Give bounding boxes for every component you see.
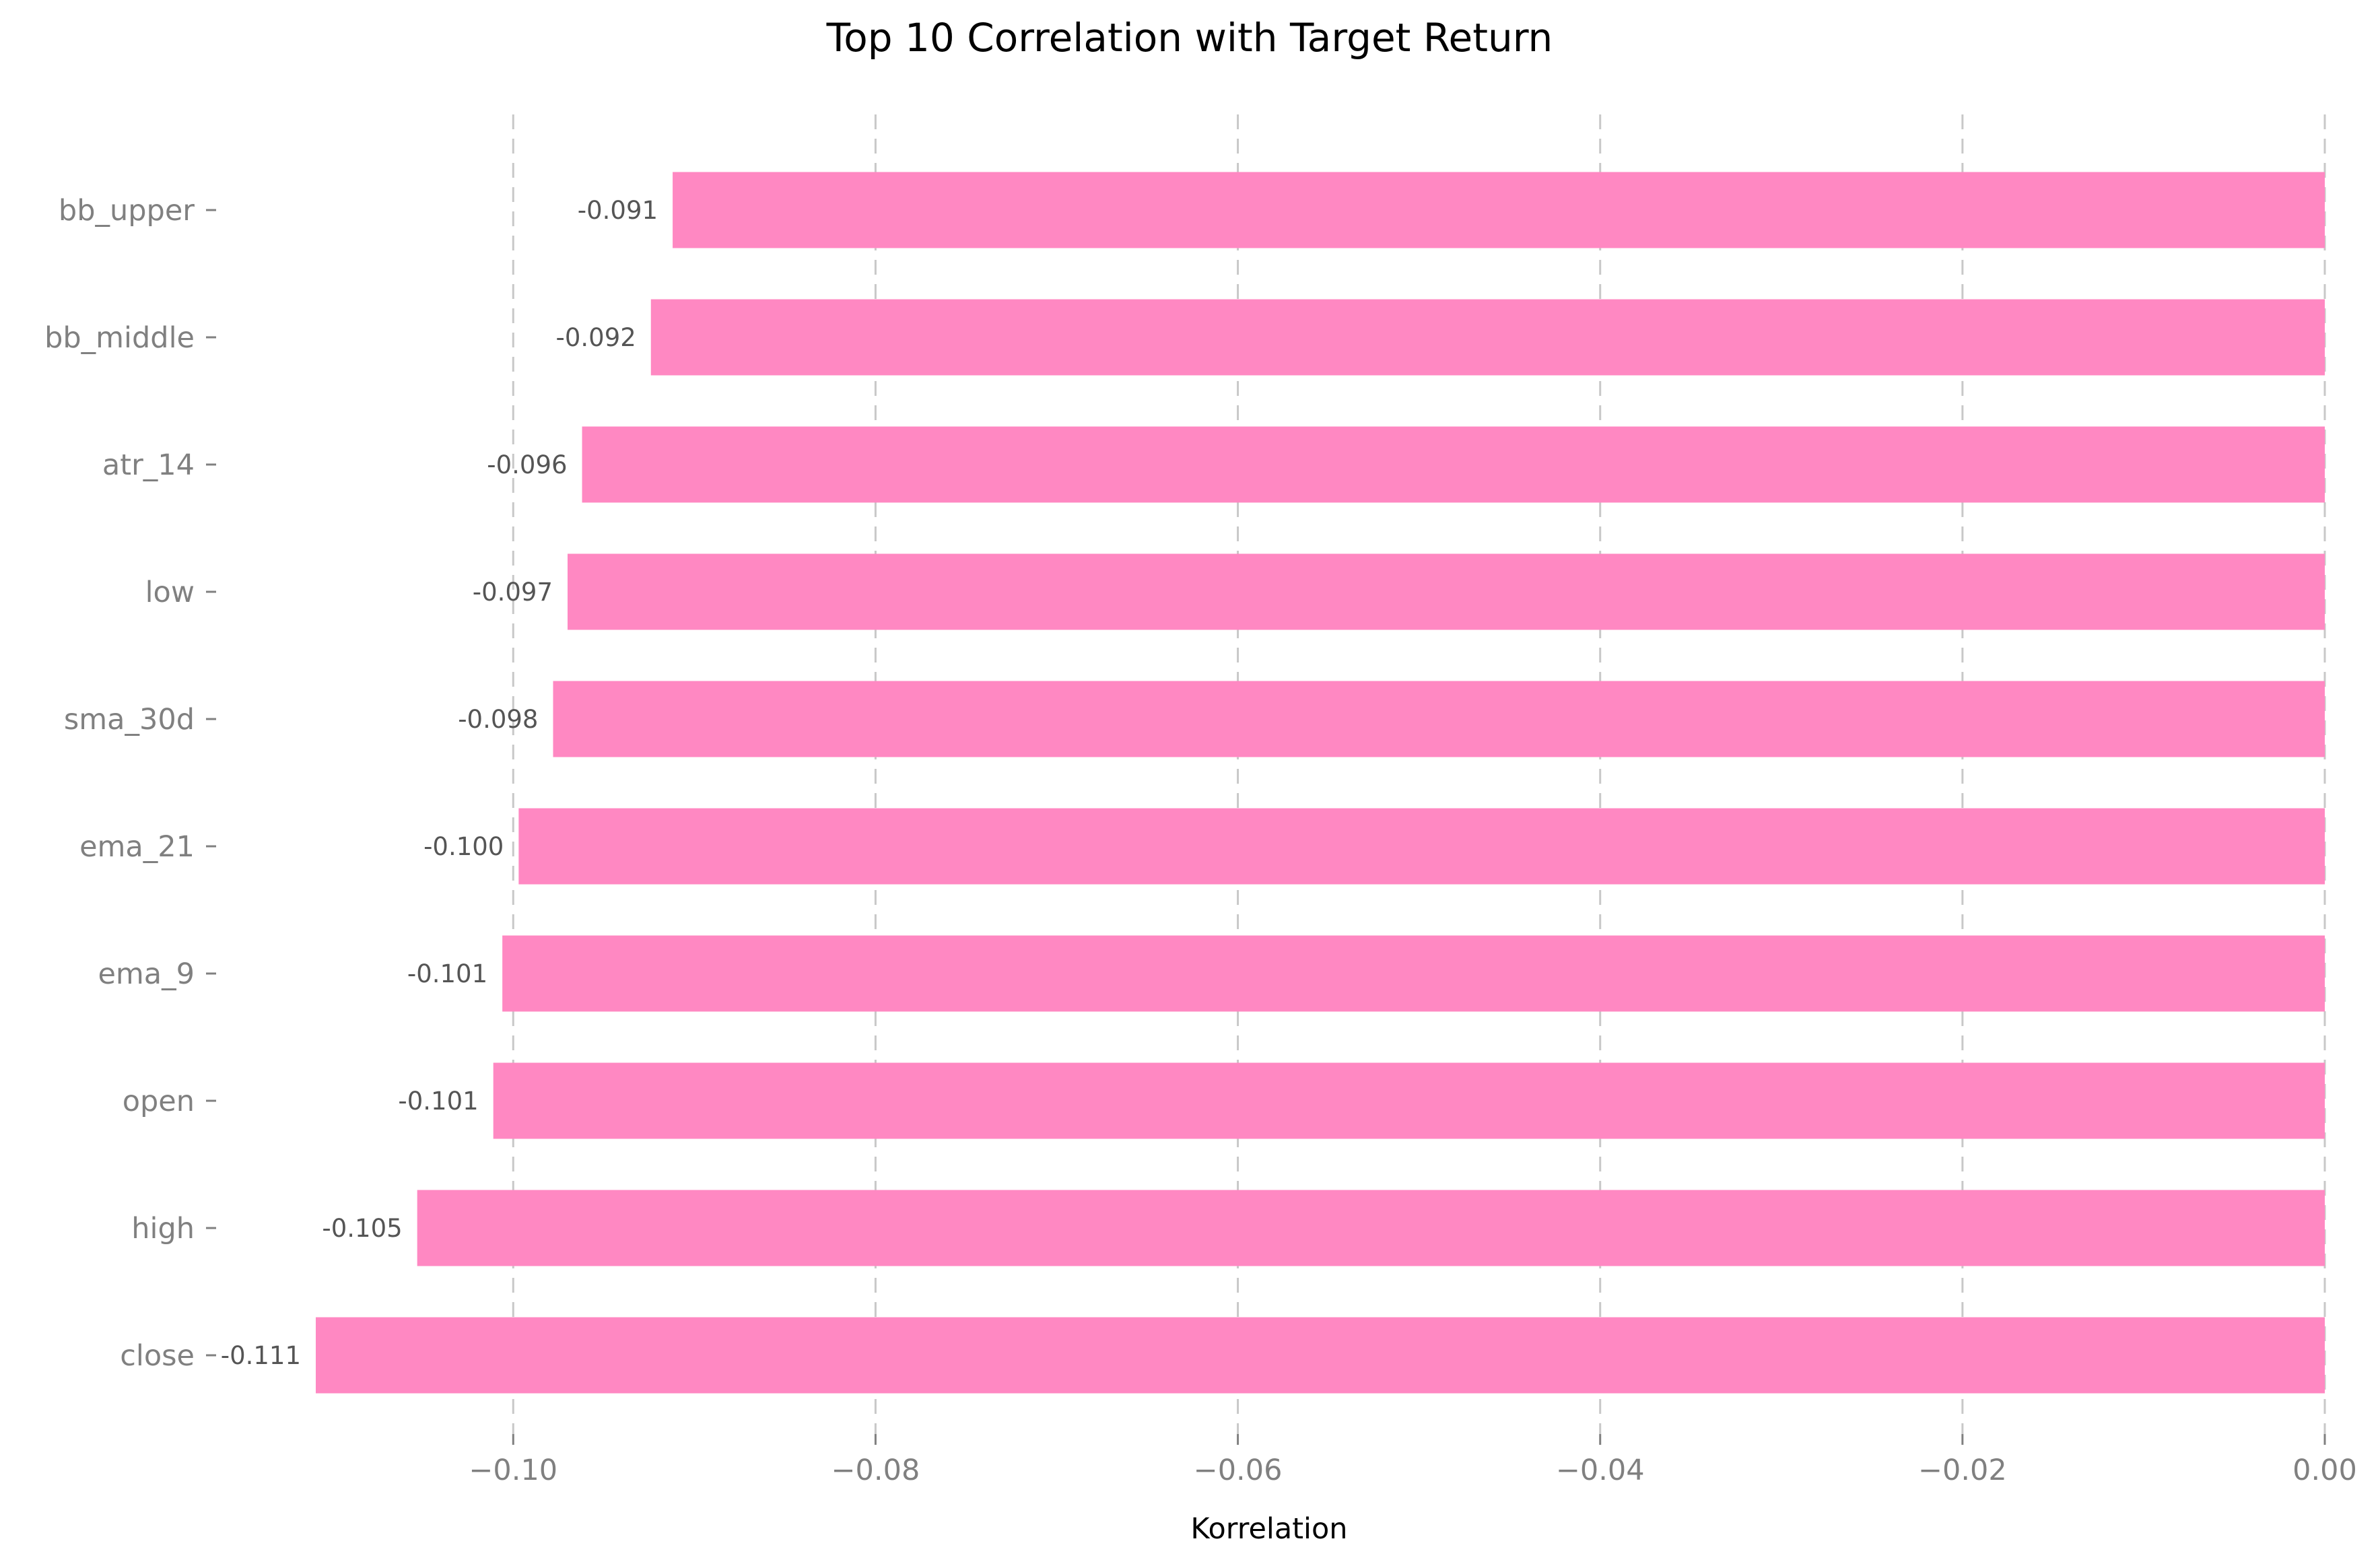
bar bbox=[518, 808, 2325, 885]
y-tick-label: bb_middle bbox=[44, 321, 195, 355]
data-label: -0.101 bbox=[407, 959, 487, 988]
bar bbox=[650, 299, 2325, 376]
data-label: -0.098 bbox=[458, 705, 538, 734]
bar bbox=[673, 172, 2325, 248]
x-tick-label: −0.02 bbox=[1918, 1454, 2007, 1487]
y-tick-label: ema_21 bbox=[79, 830, 195, 864]
data-label: -0.096 bbox=[487, 450, 567, 479]
bar bbox=[502, 935, 2325, 1012]
bar bbox=[568, 553, 2325, 630]
y-tick-label: close bbox=[120, 1339, 195, 1373]
x-tick-label: −0.10 bbox=[469, 1454, 557, 1487]
y-tick-label: atr_14 bbox=[102, 448, 195, 482]
data-label: -0.101 bbox=[398, 1087, 478, 1116]
data-label: -0.100 bbox=[423, 832, 504, 861]
bar bbox=[582, 426, 2325, 503]
bar bbox=[553, 681, 2325, 757]
y-tick-label: open bbox=[123, 1085, 195, 1118]
x-tick-label: 0.00 bbox=[2292, 1454, 2357, 1487]
x-axis-ticks: −0.10 −0.08 −0.06 −0.04 −0.02 0.00 bbox=[469, 1434, 2357, 1487]
data-label: -0.111 bbox=[221, 1341, 301, 1370]
bar bbox=[417, 1190, 2325, 1266]
y-tick-label: ema_9 bbox=[98, 957, 195, 991]
y-tick-label: low bbox=[145, 576, 195, 609]
x-axis-label: Korrelation bbox=[1190, 1512, 1347, 1546]
y-tick-label: sma_30d bbox=[64, 703, 195, 737]
x-tick-label: −0.04 bbox=[1556, 1454, 1645, 1487]
bar bbox=[316, 1317, 2325, 1394]
bars bbox=[316, 172, 2325, 1394]
bar bbox=[493, 1062, 2325, 1139]
data-label: -0.097 bbox=[473, 578, 553, 607]
x-tick-label: −0.08 bbox=[831, 1454, 920, 1487]
x-tick-label: −0.06 bbox=[1194, 1454, 1283, 1487]
chart-title: Top 10 Correlation with Target Return bbox=[826, 15, 1553, 61]
data-label: -0.105 bbox=[322, 1214, 402, 1243]
y-tick-label: bb_upper bbox=[59, 194, 195, 228]
data-labels: -0.091 -0.092 -0.096 -0.097 -0.098 -0.100 -0.1… bbox=[221, 196, 658, 1370]
data-label: -0.091 bbox=[578, 196, 658, 225]
y-tick-label: high bbox=[131, 1212, 195, 1246]
data-label: -0.092 bbox=[556, 323, 636, 352]
